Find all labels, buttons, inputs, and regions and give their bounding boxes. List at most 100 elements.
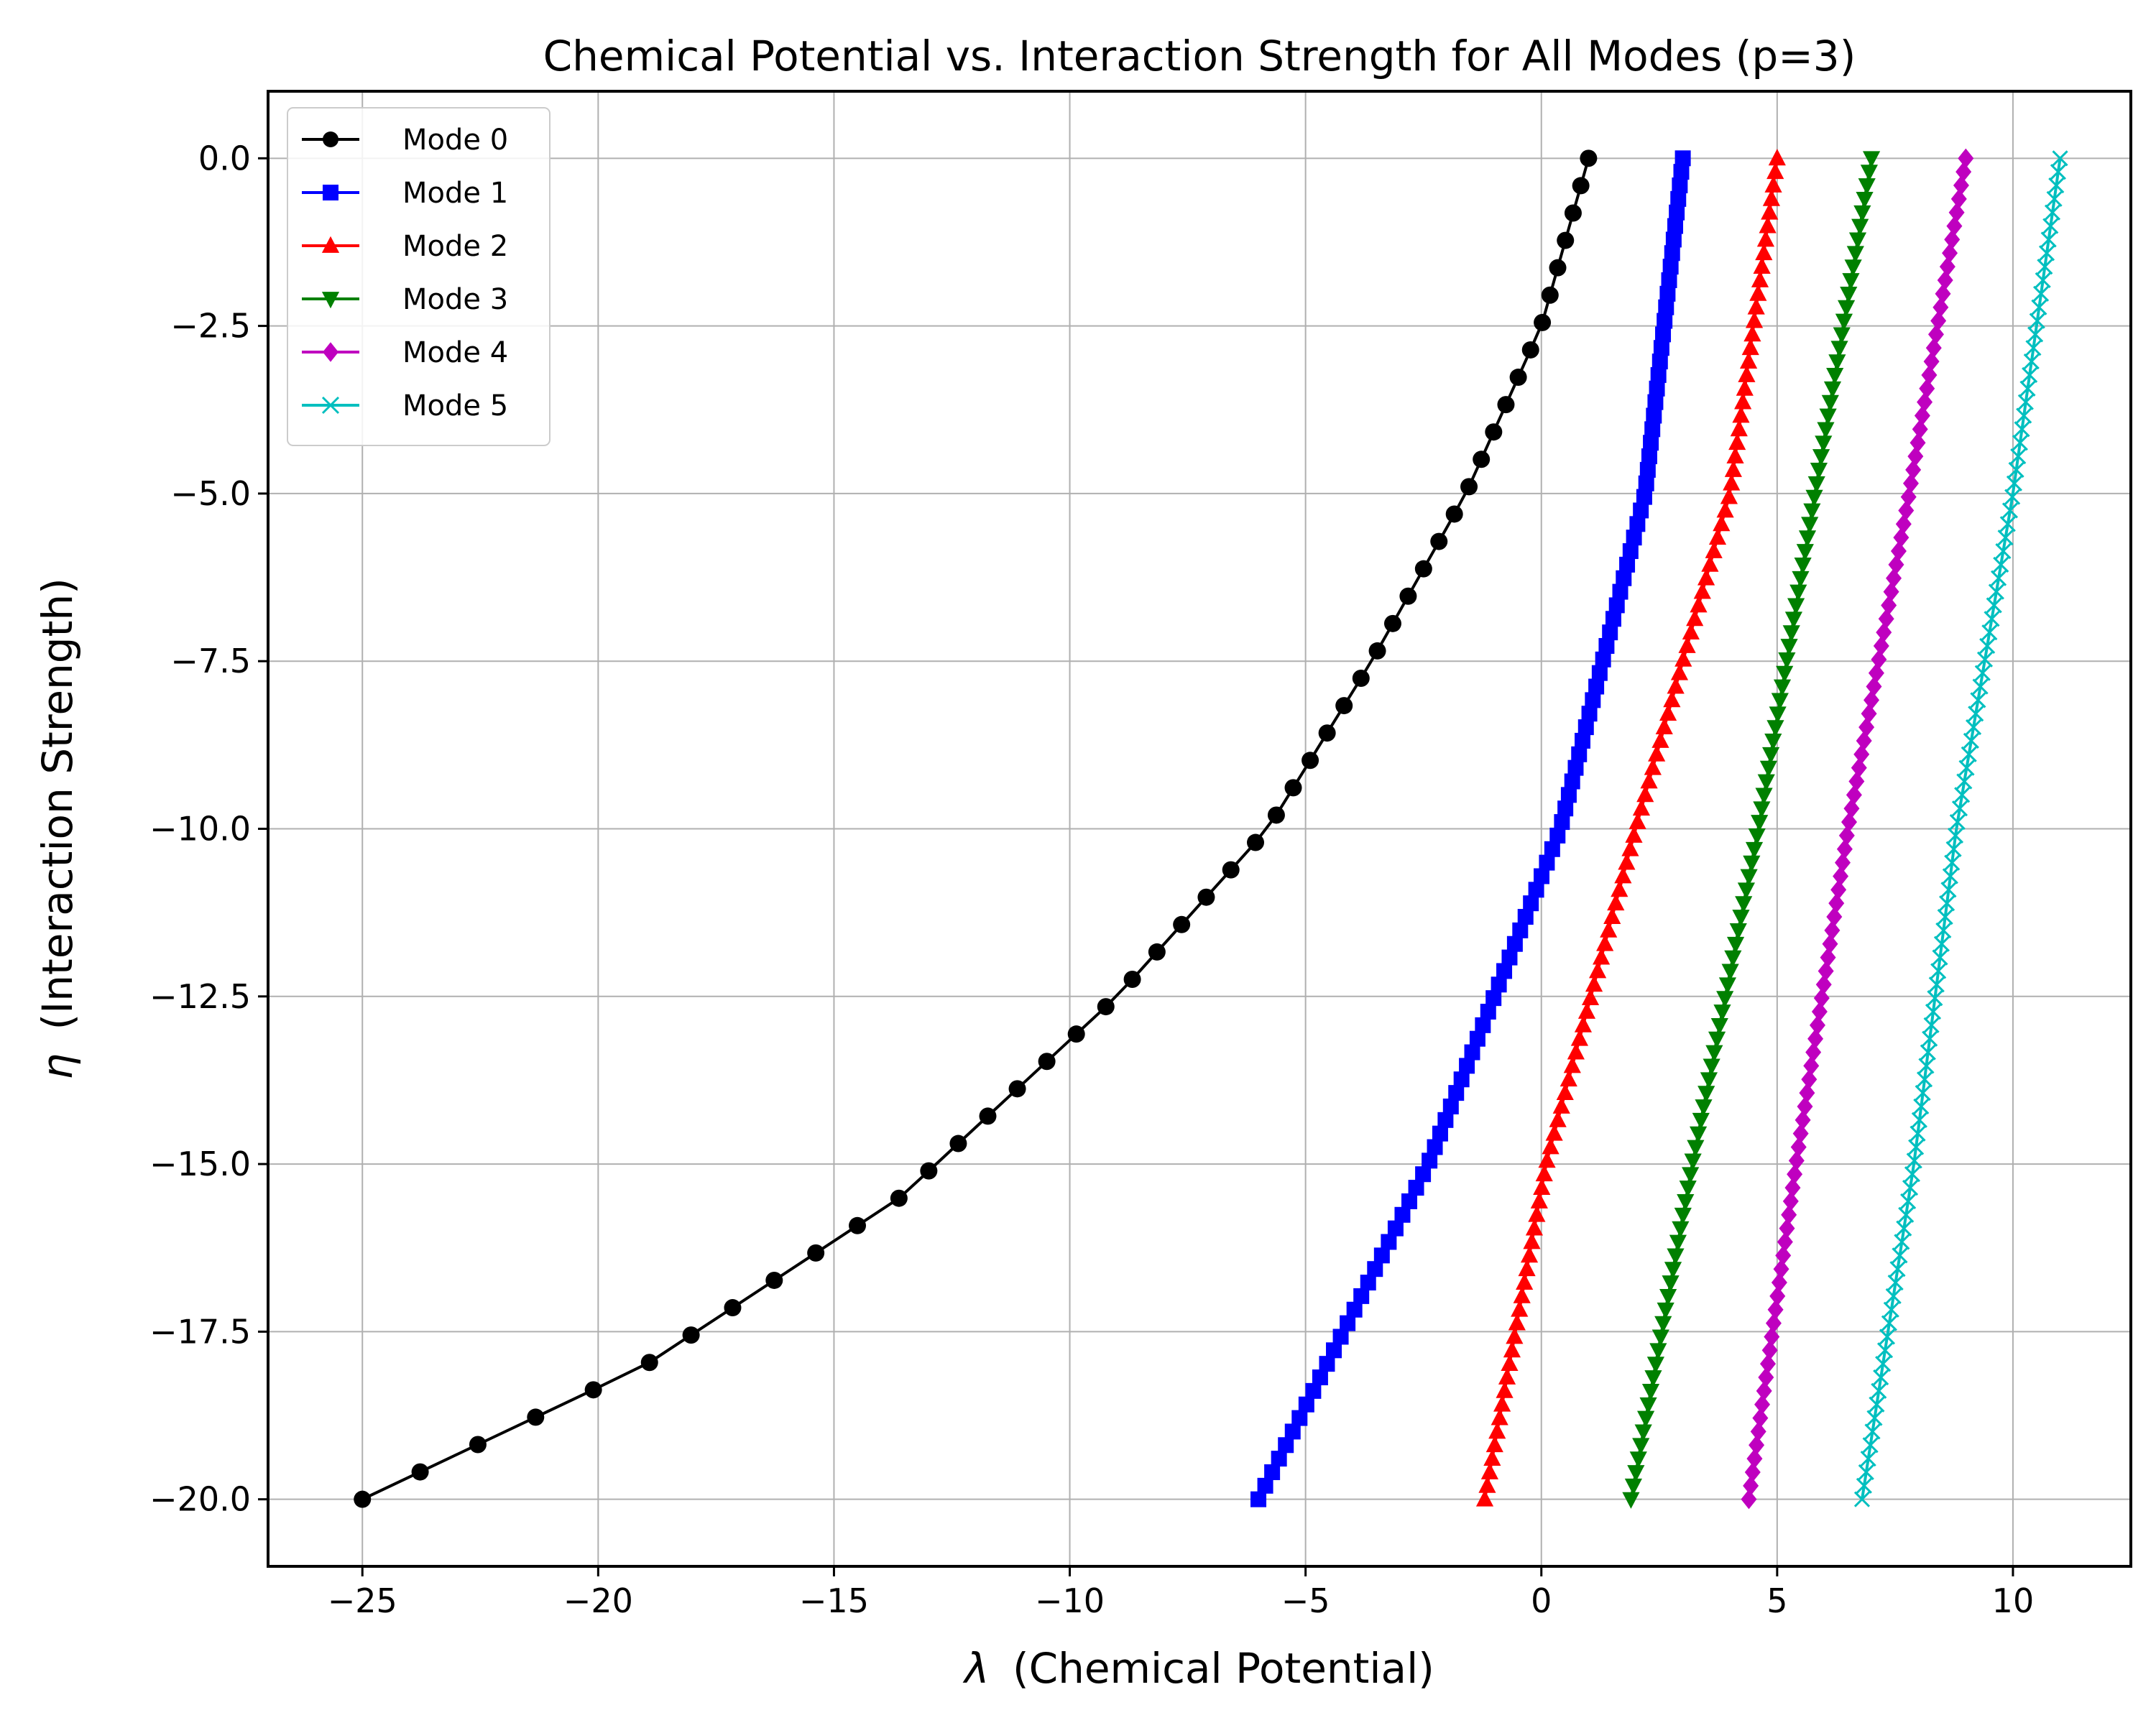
data-point bbox=[1935, 284, 1951, 304]
data-point bbox=[1949, 814, 1966, 831]
data-point bbox=[1646, 407, 1662, 424]
data-point bbox=[1813, 988, 1830, 1008]
data-point bbox=[1628, 812, 1646, 829]
data-point bbox=[640, 1354, 658, 1372]
data-point bbox=[1588, 678, 1605, 695]
data-point bbox=[1659, 704, 1677, 721]
data-point bbox=[1651, 1329, 1669, 1346]
data-point bbox=[1703, 1058, 1720, 1076]
data-point bbox=[1650, 366, 1667, 383]
data-point bbox=[1614, 867, 1632, 884]
data-point bbox=[1575, 732, 1591, 749]
data-point bbox=[1649, 380, 1665, 397]
data-point bbox=[1981, 624, 1998, 641]
data-point bbox=[1723, 473, 1741, 491]
data-point bbox=[1641, 1383, 1660, 1401]
data-point bbox=[1659, 285, 1676, 302]
data-point bbox=[2019, 380, 2036, 397]
data-point bbox=[1556, 1083, 1574, 1101]
data-point bbox=[1533, 1178, 1551, 1195]
data-point bbox=[1809, 1015, 1825, 1035]
data-point bbox=[1480, 1462, 1498, 1479]
data-point bbox=[1750, 1421, 1766, 1442]
data-point bbox=[2048, 177, 2065, 194]
data-point bbox=[1892, 1247, 1908, 1264]
data-point bbox=[1919, 379, 1935, 399]
data-point bbox=[1911, 1112, 1927, 1128]
data-point bbox=[1766, 720, 1784, 737]
y-tick-label: −10.0 bbox=[149, 810, 251, 849]
data-point bbox=[2001, 502, 2019, 519]
data-point bbox=[1784, 611, 1803, 629]
data-point bbox=[1876, 1342, 1894, 1359]
x-tick-label: −5 bbox=[1281, 1581, 1330, 1620]
data-point bbox=[1677, 1194, 1695, 1211]
data-point bbox=[1942, 243, 1958, 264]
data-point bbox=[1097, 998, 1115, 1016]
data-point bbox=[1890, 541, 1907, 561]
data-point bbox=[1667, 1248, 1685, 1265]
data-point bbox=[1513, 1286, 1531, 1303]
data-point bbox=[1387, 1220, 1404, 1237]
data-point bbox=[1654, 1316, 1672, 1333]
data-point bbox=[1771, 693, 1789, 710]
data-point bbox=[1940, 882, 1957, 898]
data-point bbox=[1833, 327, 1851, 344]
data-point bbox=[1644, 758, 1662, 775]
data-point bbox=[1789, 584, 1807, 601]
data-point bbox=[1767, 1300, 1784, 1320]
data-point bbox=[1821, 394, 1839, 412]
data-point bbox=[1805, 1042, 1822, 1063]
data-point bbox=[1796, 544, 1814, 561]
legend-label: Mode 2 bbox=[402, 230, 508, 263]
data-point bbox=[1876, 622, 1892, 642]
data-point bbox=[1925, 338, 1942, 358]
data-point bbox=[1663, 690, 1681, 708]
data-point bbox=[1123, 970, 1141, 988]
data-point bbox=[1905, 460, 1922, 480]
data-point bbox=[1639, 461, 1656, 478]
data-point bbox=[1651, 354, 1668, 370]
data-point bbox=[1788, 1150, 1805, 1171]
series-mode-2 bbox=[1475, 149, 1786, 1507]
legend-item: Mode 1 bbox=[302, 177, 508, 210]
data-point bbox=[2040, 231, 2057, 248]
data-point bbox=[1657, 1302, 1674, 1319]
data-point bbox=[1930, 310, 1947, 331]
data-point bbox=[1824, 920, 1841, 941]
data-point bbox=[1626, 530, 1642, 546]
data-point bbox=[1593, 948, 1611, 965]
data-point bbox=[1408, 1180, 1424, 1196]
data-point bbox=[1705, 541, 1723, 558]
data-point bbox=[1636, 785, 1654, 803]
data-point bbox=[1352, 670, 1370, 688]
data-point bbox=[1756, 1381, 1772, 1401]
data-point bbox=[1523, 895, 1539, 912]
data-point bbox=[1632, 799, 1651, 816]
data-point bbox=[1689, 1126, 1708, 1143]
legend-label: Mode 0 bbox=[402, 124, 508, 157]
data-point bbox=[1496, 963, 1513, 979]
data-point bbox=[1516, 1272, 1534, 1290]
data-point bbox=[2008, 461, 2024, 478]
data-point bbox=[1738, 365, 1756, 382]
data-point bbox=[1995, 542, 2012, 560]
data-point bbox=[1648, 744, 1666, 762]
data-point bbox=[1737, 882, 1755, 900]
data-point bbox=[1491, 1408, 1508, 1426]
data-point bbox=[1664, 1262, 1682, 1279]
data-point bbox=[2052, 150, 2068, 167]
data-point bbox=[1856, 191, 1874, 209]
data-point bbox=[1939, 895, 1955, 912]
data-point bbox=[1661, 272, 1677, 288]
data-point bbox=[2038, 245, 2055, 262]
data-point bbox=[1602, 624, 1618, 641]
data-point bbox=[1958, 759, 1975, 776]
data-point bbox=[1549, 1110, 1567, 1127]
data-point bbox=[765, 1271, 783, 1289]
data-point bbox=[1953, 175, 1969, 195]
data-point bbox=[1622, 543, 1639, 560]
data-point bbox=[1925, 1003, 1942, 1020]
data-point bbox=[1567, 759, 1584, 776]
